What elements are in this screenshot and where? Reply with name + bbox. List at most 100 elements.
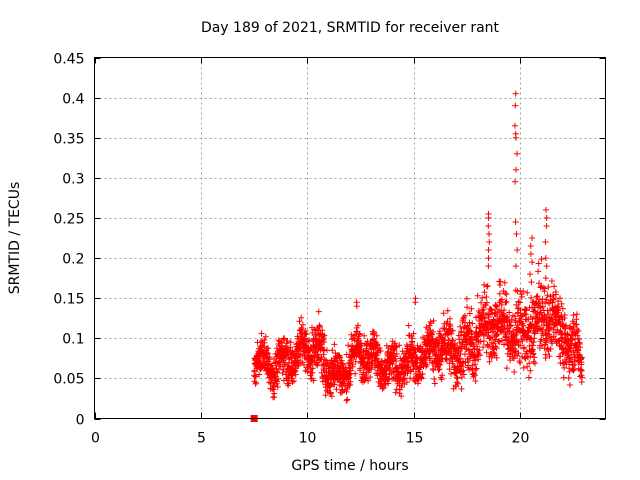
data-point [476,347,483,354]
data-point [405,322,412,329]
data-point [281,335,288,342]
data-point [503,365,510,372]
data-point [578,367,585,374]
data-point [448,370,455,377]
data-point [485,343,492,350]
data-point [519,338,526,345]
data-point [494,331,501,338]
data-point [479,294,486,301]
data-point [532,360,538,367]
data-point [317,323,323,330]
data-point [492,303,499,309]
data-point [558,300,565,307]
data-point [506,309,513,316]
data-point [402,354,409,361]
data-point [517,359,524,366]
data-point [542,239,549,245]
data-point [538,336,545,343]
data-point [412,348,419,355]
data-point [518,291,525,298]
y-tick-label: 0.2 [62,252,84,268]
data-point [514,352,521,359]
data-point [473,365,480,372]
data-point [564,348,571,355]
data-point [292,371,299,378]
data-point [497,278,504,285]
data-point [443,357,450,363]
data-point [331,341,338,348]
data-point [398,393,405,400]
data-point [559,305,566,312]
data-point [375,370,382,377]
y-tick-label: 0.15 [53,292,84,308]
data-point [512,134,519,141]
x-tick-label: 5 [197,431,206,447]
y-tick-label: 0 [76,413,85,429]
data-point [571,366,578,373]
data-point [418,374,425,381]
data-point [481,289,488,296]
data-point [409,338,416,345]
data-point [440,325,447,332]
data-point [390,368,397,375]
data-point [483,294,490,300]
data-point [569,337,576,344]
data-point [315,308,322,315]
data-point [480,344,487,351]
data-point [500,319,507,326]
data-point [543,206,549,213]
data-point [513,231,520,237]
data-point [513,166,519,173]
data-point [265,345,272,352]
data-point [503,298,510,305]
data-point [311,326,318,333]
data-point [545,321,552,328]
data-point [438,358,445,365]
y-tick-label: 0.3 [62,172,84,188]
data-point [274,369,281,376]
data-point [449,327,456,334]
data-point [524,289,531,296]
data-point [528,294,535,301]
data-point [405,359,412,366]
data-point [377,348,384,354]
data-point [343,397,350,404]
data-point [400,375,407,382]
data-point [515,350,522,357]
data-point [538,256,545,263]
data-point [529,235,536,241]
data-point [511,355,518,362]
data-point [544,345,551,352]
data-point [543,296,550,303]
data-point [415,380,421,387]
data-point [571,361,578,368]
data-point [256,371,263,378]
data-point [513,338,520,345]
data-point [468,305,475,312]
data-point [349,336,355,343]
y-tick-label: 0.35 [53,132,84,148]
data-point [401,375,408,382]
data-point [531,354,538,361]
x-tick-label: 0 [91,431,100,447]
data-point [543,214,550,221]
data-point [340,361,346,368]
data-point [456,355,463,362]
data-point [321,339,328,346]
data-point [306,347,313,354]
data-point [526,360,533,367]
data-point [485,255,492,262]
data-point [486,358,493,365]
data-point [285,380,292,387]
y-tick-label: 0.45 [53,52,84,68]
data-point [328,393,335,400]
data-point [316,322,323,329]
data-point [463,295,470,302]
data-point [546,324,553,331]
data-point [385,380,392,387]
data-point [485,329,492,336]
data-point [264,350,271,357]
data-point [478,299,485,306]
data-point [444,307,451,314]
x-tick-label: 20 [512,431,530,447]
